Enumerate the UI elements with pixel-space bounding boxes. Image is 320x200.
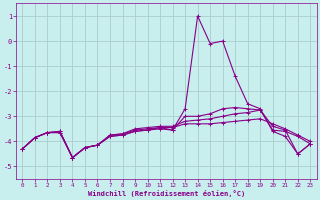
X-axis label: Windchill (Refroidissement éolien,°C): Windchill (Refroidissement éolien,°C) <box>88 190 245 197</box>
